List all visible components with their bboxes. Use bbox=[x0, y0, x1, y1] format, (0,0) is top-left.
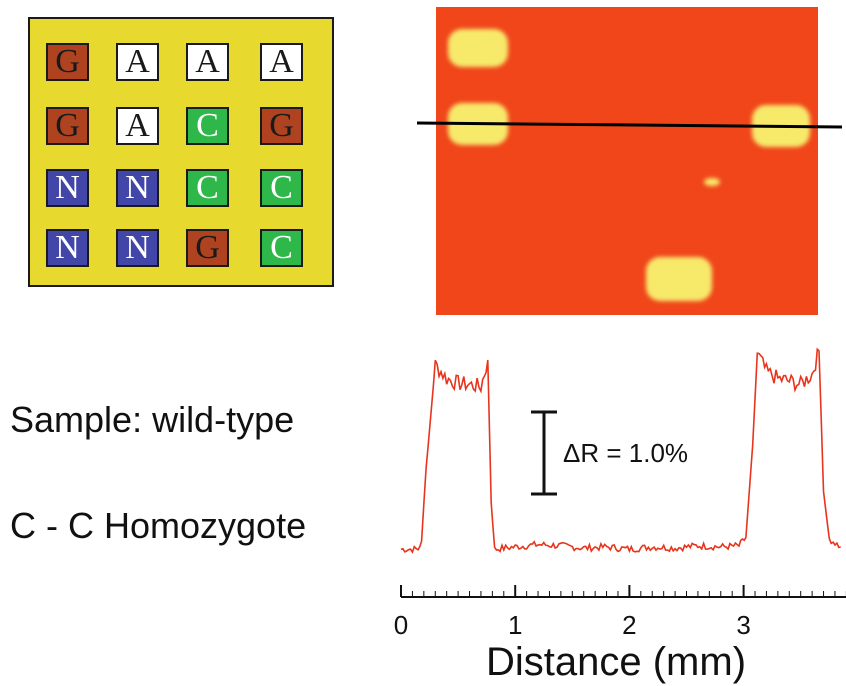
x-axis-label: Distance (mm) bbox=[486, 640, 747, 684]
x-tick-label: 1 bbox=[508, 610, 522, 640]
scale-bar bbox=[531, 410, 557, 496]
x-tick-label: 0 bbox=[394, 610, 408, 640]
x-tick-label: 3 bbox=[736, 610, 750, 640]
base-tile-c: C bbox=[260, 229, 303, 267]
scale-bar-label: ΔR = 1.0% bbox=[563, 438, 689, 468]
base-tile-c: C bbox=[260, 169, 303, 207]
spot-top-left bbox=[448, 29, 508, 67]
base-tile-g: G bbox=[260, 107, 303, 145]
base-tile-g: G bbox=[46, 43, 89, 81]
spot-bottom bbox=[646, 257, 712, 301]
base-tile-g: G bbox=[186, 229, 229, 267]
base-tile-a: A bbox=[186, 43, 229, 81]
base-tile-n: N bbox=[46, 169, 89, 207]
spot-small bbox=[704, 178, 720, 186]
base-tile-n: N bbox=[46, 229, 89, 267]
profile-series-line bbox=[400, 347, 841, 554]
base-tile-a: A bbox=[116, 107, 159, 145]
base-tile-g: G bbox=[46, 107, 89, 145]
base-tile-a: A bbox=[116, 43, 159, 81]
genotype-label: C - C Homozygote bbox=[10, 505, 307, 546]
base-tile-c: C bbox=[186, 107, 229, 145]
sample-label: Sample: wild-type bbox=[10, 399, 295, 440]
base-tile-a: A bbox=[260, 43, 303, 81]
x-tick-label: 2 bbox=[622, 610, 636, 640]
spr-image bbox=[436, 7, 818, 315]
base-tile-n: N bbox=[116, 169, 159, 207]
base-tile-n: N bbox=[116, 229, 159, 267]
base-tile-c: C bbox=[186, 169, 229, 207]
